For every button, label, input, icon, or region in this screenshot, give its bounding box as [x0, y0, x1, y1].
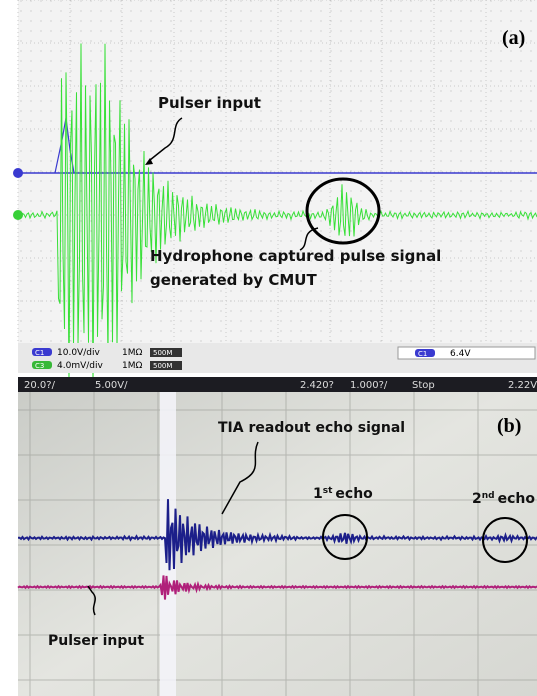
- annotation: TIA readout echo signal: [218, 420, 405, 436]
- echo-suffix: nd: [482, 491, 495, 501]
- ch1-marker: [13, 168, 23, 178]
- badge-text: C1: [418, 350, 427, 358]
- annotation: generated by CMUT: [150, 271, 317, 289]
- bw-box: [150, 348, 182, 357]
- arrow: [221, 441, 259, 515]
- hydrophone-trace: [17, 43, 537, 389]
- top-bar: [18, 377, 537, 392]
- status-text: 1MΩ: [122, 348, 142, 358]
- top-bar-text: Stop: [412, 380, 435, 391]
- panel-label: (a): [502, 27, 525, 49]
- status-text: 6.4V: [450, 349, 471, 359]
- echo-suffix: st: [323, 486, 333, 496]
- echo-circle: [305, 177, 381, 245]
- badge-text: C3: [35, 362, 44, 370]
- annotation: Pulser input: [158, 94, 261, 112]
- badge: [32, 348, 52, 356]
- panel-label: (b): [497, 415, 521, 437]
- ch3-marker: [13, 210, 23, 220]
- arrow-head: [145, 158, 153, 165]
- status-text: 1MΩ: [122, 361, 142, 371]
- top-bar-text: 1.000?/: [350, 380, 388, 391]
- badge-text: C1: [35, 349, 44, 357]
- status-text: 10.0V/div: [57, 348, 100, 358]
- echo-word: echo: [498, 491, 536, 507]
- arrow: [87, 585, 96, 616]
- badge: [415, 349, 435, 357]
- echo-circle: [482, 517, 528, 563]
- top-bar-text: 5.00V/: [95, 380, 128, 391]
- annotation: Pulser input: [48, 633, 144, 649]
- top-bar-text: 20.0?/: [24, 380, 56, 391]
- arrow: [149, 117, 183, 161]
- badge: [32, 361, 52, 369]
- top-bar-text: 2.22V: [508, 380, 537, 391]
- arrow: [299, 227, 319, 251]
- annotation: 1st echo: [313, 486, 373, 502]
- echo-circle: [322, 514, 368, 560]
- echo-number: 1: [313, 486, 323, 502]
- annotation: Hydrophone captured pulse signal: [150, 247, 441, 265]
- bw-box: [150, 361, 182, 370]
- top-bar-text: 2.420?: [300, 380, 334, 391]
- echo-word: echo: [335, 486, 373, 502]
- panel-b: 20.0?/ 5.00V/ 2.420? 1.000?/ Stop 2.22V …: [17, 377, 537, 696]
- status-text: 500M: [153, 349, 172, 357]
- grid: [18, 0, 537, 343]
- tia-trace: [18, 499, 537, 571]
- panel-a: Pulser input Hydrophone captured pulse s…: [13, 0, 537, 389]
- status-text: 500M: [153, 362, 172, 370]
- pulser-trace: [17, 575, 537, 600]
- echo-number: 2: [472, 491, 482, 507]
- annotation: 2nd echo: [472, 491, 535, 507]
- status-text: 4.0mV/div: [57, 361, 103, 371]
